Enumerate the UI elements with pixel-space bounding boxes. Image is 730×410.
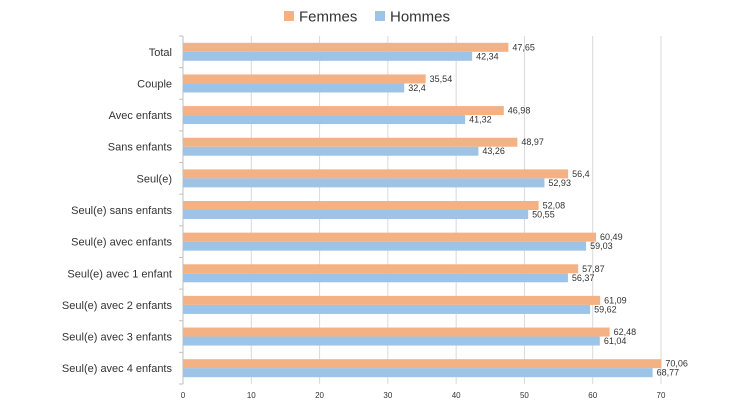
value-label-femmes-5: 52,08	[543, 201, 566, 211]
category-label-5: Seul(e) sans enfants	[71, 205, 172, 217]
value-label-hommes-6: 59,03	[590, 241, 613, 251]
legend-label-1: Hommes	[390, 9, 450, 26]
value-label-femmes-1: 35,54	[430, 74, 453, 84]
bar-femmes-8	[183, 295, 601, 305]
category-label-9: Seul(e) avec 3 enfants	[62, 332, 173, 344]
value-label-hommes-10: 68,77	[657, 368, 680, 378]
value-label-femmes-8: 61,09	[604, 295, 627, 305]
bar-hommes-4	[183, 178, 545, 188]
category-labels: Total Couple Avec enfants Sans enfants Seul(…	[62, 47, 173, 375]
value-label-hommes-7: 56,37	[572, 273, 595, 283]
value-label-hommes-9: 61,04	[604, 336, 627, 346]
bar-hommes-8	[183, 304, 591, 314]
bar-hommes-0	[183, 51, 473, 61]
bar-hommes-6	[183, 241, 587, 251]
category-label-4: Seul(e)	[137, 173, 172, 185]
value-label-hommes-1: 32,4	[408, 83, 426, 93]
category-label-8: Seul(e) avec 2 enfants	[62, 300, 173, 312]
bar-femmes-5	[183, 201, 539, 210]
legend-swatch-0	[284, 11, 294, 21]
value-label-femmes-3: 48,97	[521, 137, 544, 147]
value-label-hommes-4: 52,93	[548, 178, 571, 188]
category-label-1: Couple	[137, 78, 172, 90]
value-label-femmes-7: 57,87	[582, 264, 605, 274]
bar-hommes-7	[183, 273, 568, 283]
bars	[183, 42, 662, 378]
x-tick-label-0: 0	[181, 391, 186, 400]
bar-femmes-7	[183, 264, 579, 274]
value-label-femmes-9: 62,48	[614, 327, 637, 337]
value-label-femmes-6: 60,49	[600, 232, 623, 242]
x-tick-label-70: 70	[657, 391, 666, 400]
x-tick-label-30: 30	[383, 391, 392, 400]
category-label-2: Avec enfants	[109, 110, 173, 122]
bar-femmes-9	[183, 327, 610, 337]
x-tick-label-20: 20	[315, 391, 324, 400]
category-label-7: Seul(e) avec 1 enfant	[67, 268, 172, 280]
value-label-femmes-2: 46,98	[508, 106, 531, 116]
x-tick-label-60: 60	[588, 391, 597, 400]
value-label-hommes-5: 50,55	[532, 210, 555, 220]
bar-femmes-4	[183, 169, 569, 179]
value-label-hommes-3: 43,26	[482, 146, 505, 156]
bar-hommes-5	[183, 210, 529, 219]
bar-femmes-0	[183, 42, 509, 52]
category-label-0: Total	[149, 47, 172, 59]
category-label-6: Seul(e) avec enfants	[71, 237, 172, 249]
bar-femmes-10	[183, 359, 662, 369]
value-label-femmes-0: 47,65	[512, 42, 535, 52]
legend-swatch-1	[375, 11, 385, 21]
value-label-hommes-0: 42,34	[476, 51, 499, 61]
value-label-hommes-2: 41,32	[469, 115, 492, 125]
bar-hommes-1	[183, 83, 405, 93]
x-tick-label-50: 50	[520, 391, 529, 400]
legend: Femmes Hommes	[284, 9, 450, 26]
category-label-10: Seul(e) avec 4 enfants	[62, 363, 173, 375]
x-axis-ticks: 0 10 20 30 40 50 60 70	[181, 391, 666, 400]
value-label-femmes-4: 56,4	[572, 169, 590, 179]
x-tick-label-40: 40	[452, 391, 461, 400]
x-tick-label-10: 10	[247, 391, 256, 400]
value-label-hommes-8: 59,62	[594, 304, 617, 314]
bar-hommes-3	[183, 146, 479, 156]
value-label-femmes-10: 70,06	[665, 359, 688, 369]
bar-femmes-6	[183, 232, 597, 242]
bar-femmes-2	[183, 106, 504, 116]
legend-label-0: Femmes	[299, 9, 357, 26]
bar-hommes-9	[183, 336, 600, 346]
bar-femmes-1	[183, 74, 426, 84]
bar-hommes-2	[183, 115, 466, 125]
category-label-3: Sans enfants	[108, 142, 173, 154]
value-labels: 47,65 42,34 35,54 32,4 46,98 41,32 48,97 43,26 5…	[408, 42, 688, 377]
bar-femmes-3	[183, 137, 518, 147]
bar-hommes-10	[183, 368, 653, 378]
